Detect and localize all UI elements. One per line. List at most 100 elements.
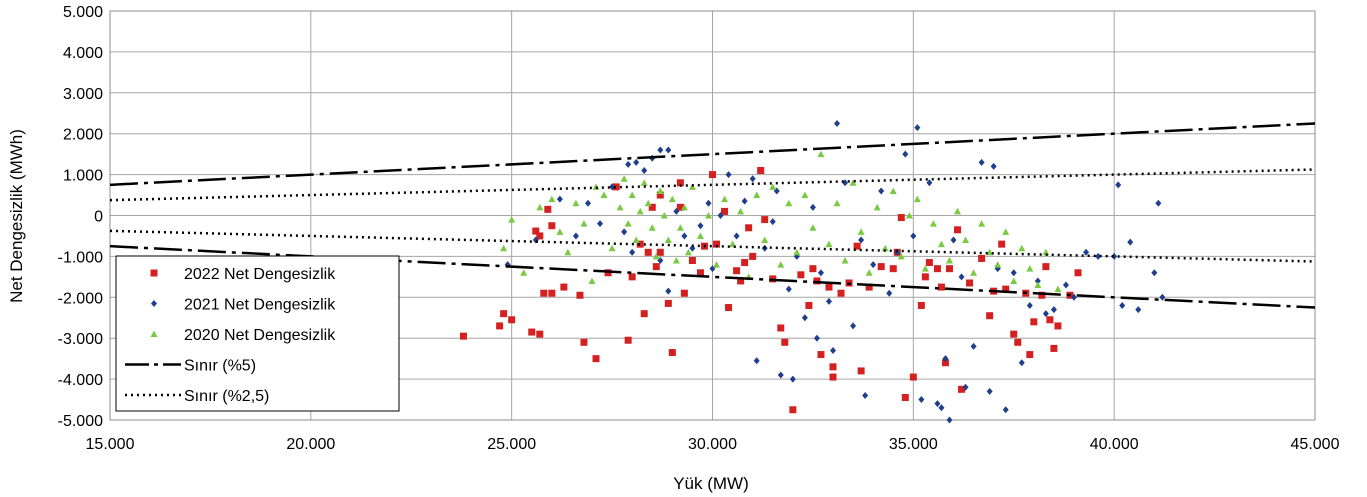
x-tick-label: 30.000 — [688, 436, 737, 453]
data-point — [657, 146, 664, 154]
y-tick-label: -3.000 — [58, 331, 103, 348]
legend-label: 2020 Net Dengesizlik — [184, 327, 336, 344]
data-point — [970, 269, 978, 276]
data-point — [665, 287, 672, 295]
data-point — [628, 191, 636, 199]
data-point — [801, 314, 808, 322]
data-point — [830, 346, 836, 354]
data-point — [741, 197, 748, 205]
data-point — [536, 232, 544, 240]
data-point — [688, 256, 696, 264]
data-point — [850, 322, 857, 330]
data-point — [902, 150, 909, 158]
data-point — [621, 228, 628, 236]
legend-item: 2022 Net Dengesizlik — [150, 266, 336, 283]
legend-label: 2022 Net Dengesizlik — [184, 266, 336, 283]
data-point — [532, 227, 540, 235]
y-tick-label: -5.000 — [58, 413, 103, 430]
data-point — [620, 175, 628, 182]
data-point — [781, 338, 789, 346]
x-axis-title: Yük (MW) — [673, 474, 749, 493]
data-point — [709, 171, 716, 179]
data-point — [986, 312, 994, 320]
data-point — [877, 263, 885, 271]
data-point — [817, 351, 825, 359]
data-point — [520, 269, 528, 276]
y-tick-label: 5.000 — [63, 4, 103, 21]
data-point — [576, 291, 584, 299]
tick-labels: 15.000 20.000 25.000 30.000 35.000 40.000 45.0… — [58, 4, 1340, 453]
data-point — [785, 285, 792, 293]
y-tick-label: 4.000 — [63, 45, 103, 62]
data-point — [540, 289, 548, 297]
data-point — [696, 269, 704, 277]
data-point — [640, 310, 648, 318]
data-point — [901, 394, 909, 402]
data-point — [978, 254, 986, 262]
x-tick-label: 25.000 — [487, 436, 536, 453]
data-point — [676, 179, 684, 187]
data-point — [1071, 293, 1077, 301]
data-point — [624, 220, 632, 227]
legend: 2022 Net Dengesizlik 2021 Net Dengesizlik… — [115, 255, 400, 412]
y-tick-label: -2.000 — [58, 290, 103, 307]
data-point — [612, 183, 620, 191]
data-point — [962, 383, 969, 391]
data-point — [664, 236, 672, 244]
data-point — [1002, 285, 1010, 293]
data-point — [889, 187, 897, 194]
data-point — [749, 175, 756, 183]
data-point — [954, 207, 962, 215]
data-point — [572, 199, 580, 207]
data-point — [1010, 277, 1018, 284]
data-point — [941, 359, 949, 367]
data-point — [1026, 265, 1034, 272]
data-point — [761, 216, 769, 224]
data-point — [914, 124, 921, 132]
series-layer — [109, 119, 1316, 424]
data-point — [769, 183, 777, 190]
data-point — [1026, 301, 1033, 309]
data-point — [946, 416, 953, 424]
legend-marker-swatch — [150, 269, 158, 277]
legend-box — [115, 255, 400, 412]
data-point — [733, 232, 740, 240]
data-point — [668, 195, 676, 203]
data-point — [1046, 316, 1054, 324]
y-tick-label: 1.000 — [63, 168, 103, 185]
data-point — [785, 199, 793, 207]
data-point — [1010, 269, 1017, 277]
data-point — [825, 240, 833, 248]
data-point — [668, 349, 676, 357]
data-point — [536, 330, 544, 338]
data-point — [459, 332, 467, 340]
legend-item: 2020 Net Dengesizlik — [150, 327, 336, 344]
data-point — [918, 396, 925, 404]
data-point — [556, 228, 564, 235]
data-point — [500, 310, 508, 318]
data-point — [737, 277, 745, 285]
y-tick-label: 3.000 — [63, 86, 103, 103]
data-point — [1030, 318, 1038, 326]
data-point — [829, 373, 837, 381]
plot-border — [109, 10, 1316, 421]
data-point — [1050, 344, 1058, 352]
data-point — [1151, 269, 1158, 277]
data-point — [548, 289, 556, 297]
data-point — [870, 261, 877, 269]
data-point — [713, 261, 721, 268]
data-point — [858, 236, 865, 244]
data-point — [942, 355, 949, 363]
data-point — [1042, 310, 1049, 318]
data-point — [1062, 281, 1069, 289]
data-point — [548, 222, 556, 230]
data-point — [689, 244, 696, 252]
data-point — [688, 183, 696, 190]
data-point — [862, 391, 869, 399]
data-point — [757, 167, 765, 175]
data-point — [986, 387, 993, 395]
data-point — [664, 299, 672, 307]
data-point — [905, 212, 913, 219]
data-point — [665, 146, 672, 154]
data-point — [641, 167, 648, 175]
